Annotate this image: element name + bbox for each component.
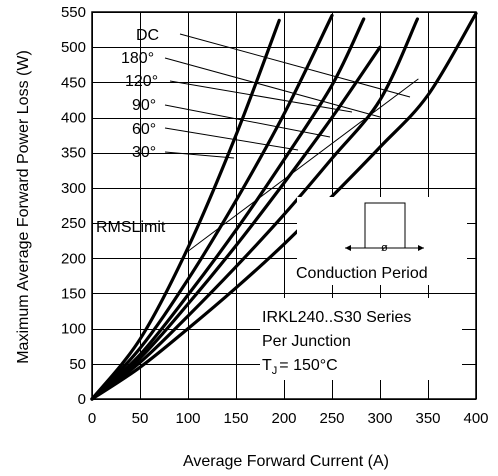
x-tick-label: 100: [175, 410, 200, 427]
label-60: 60°: [132, 121, 156, 138]
curve-180deg: [90, 17, 419, 401]
curve-60deg: [90, 13, 334, 401]
leader-60: [164, 127, 299, 151]
plot-frame: [91, 11, 477, 400]
label-dc: DC: [136, 27, 159, 44]
label-rms-limit: RMSLimit: [96, 219, 166, 236]
label-90: 90°: [132, 97, 156, 114]
phi-symbol: ø: [381, 242, 388, 254]
leader-120: [169, 80, 353, 113]
x-tick-label: 200: [271, 410, 296, 427]
y-axis-title: Maximum Average Forward Power Loss (W): [15, 50, 32, 364]
y-tick-label: 550: [61, 4, 86, 21]
y-tick-label: 450: [61, 74, 86, 91]
x-axis-title: Average Forward Current (A): [183, 453, 389, 470]
y-tick-label: 300: [61, 180, 86, 197]
leader-180: [164, 57, 381, 118]
junction-temperature: TJ = 150°C: [262, 357, 338, 377]
y-tick-label: 50: [69, 356, 86, 373]
x-tick-label: 250: [319, 410, 344, 427]
label-120: 120°: [125, 73, 158, 90]
x-tick-label: 300: [367, 410, 392, 427]
curves: [90, 11, 478, 401]
curve-120deg: [90, 45, 382, 401]
rms-limit-line: [187, 78, 419, 252]
x-tick-label: 350: [415, 410, 440, 427]
curve-30deg: [90, 18, 281, 401]
conduction-period-inset: ø Conduction Period: [296, 197, 467, 285]
y-tick-label: 150: [61, 285, 86, 302]
y-tick-label: 500: [61, 39, 86, 56]
x-tick-label: 0: [88, 410, 96, 427]
conduction-period-label: Conduction Period: [296, 265, 428, 282]
per-junction: Per Junction: [262, 333, 351, 350]
y-tick-label: 100: [61, 321, 86, 338]
leader-30: [164, 151, 235, 159]
axis-ticks: 0 50 100 150 200 250 300 350 400 0 50 100 150 200 250 3…: [61, 4, 489, 427]
y-tick-label: 350: [61, 145, 86, 162]
y-tick-label: 250: [61, 215, 86, 232]
label-30: 30°: [132, 144, 156, 161]
curve-labels: DC 180° 120° 90° 60° 30° RMSLimit: [96, 27, 411, 236]
label-180: 180°: [121, 50, 154, 67]
leader-dc: [179, 33, 411, 98]
leader-90: [164, 104, 331, 138]
x-tick-label: 150: [223, 410, 248, 427]
series-name: IRKL240..S30 Series: [262, 309, 411, 326]
y-tick-label: 0: [78, 391, 86, 408]
x-tick-label: 50: [132, 410, 149, 427]
y-tick-label: 200: [61, 250, 86, 267]
curve-90deg: [90, 17, 366, 401]
rms-limit: [187, 78, 419, 252]
curve-dc: [90, 11, 478, 401]
x-tick-label: 400: [463, 410, 488, 427]
series-info: IRKL240..S30 Series Per Junction TJ = 150…: [260, 298, 462, 380]
y-tick-label: 400: [61, 110, 86, 127]
